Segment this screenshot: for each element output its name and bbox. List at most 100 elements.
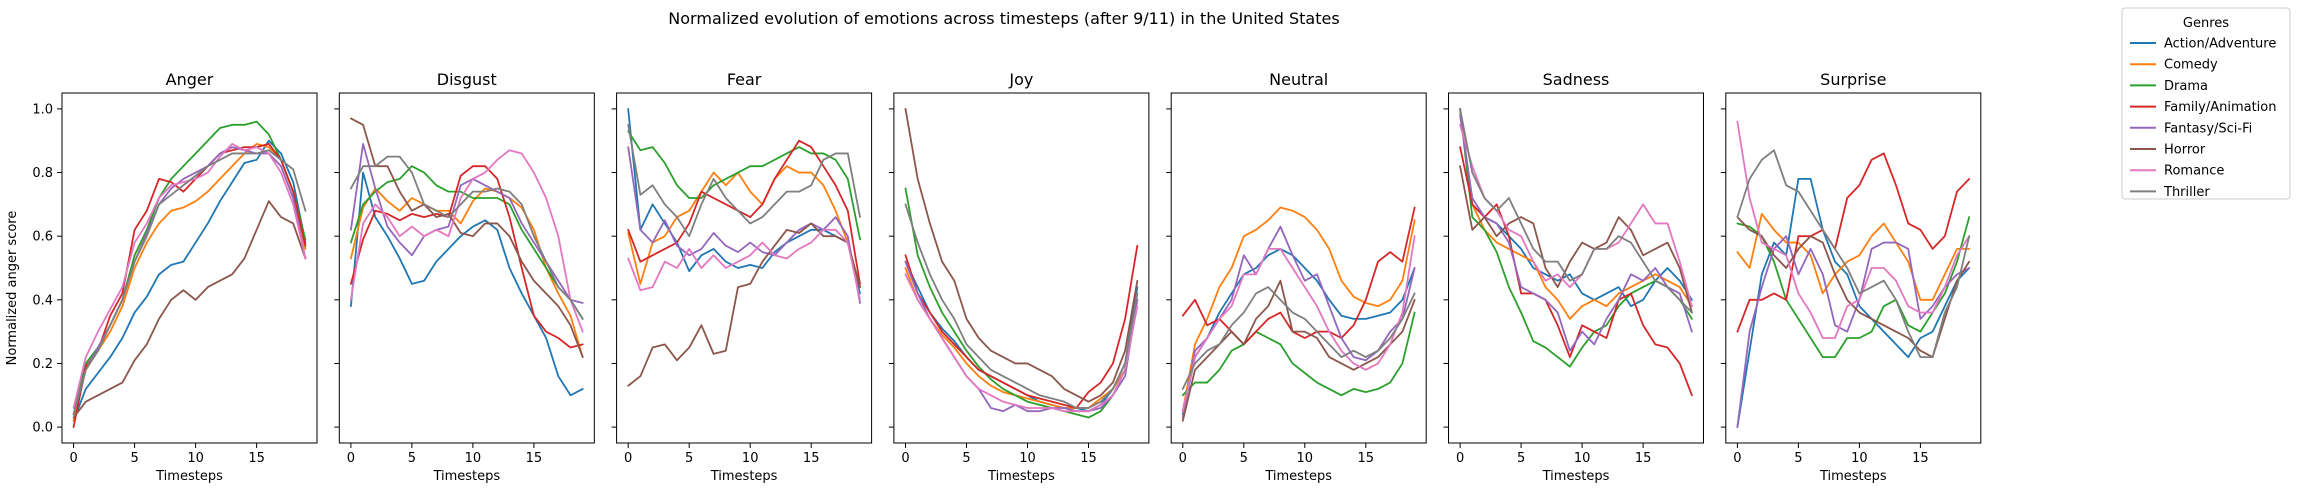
x-tick-label-neutral: 0 xyxy=(1179,451,1187,466)
panel-title-fear: Fear xyxy=(727,70,762,89)
axes-frame-fear xyxy=(616,92,873,444)
series-group xyxy=(627,108,861,387)
chart-panels: 0 5 10 15 0.0 0.2 0.4 0.6 0.8 1.0 Anger Timesteps 0 5… xyxy=(32,70,1982,484)
series-line-joy-drama xyxy=(904,187,1139,419)
x-tick-label-surprise: 5 xyxy=(1794,451,1802,466)
series-line-anger-action-adventure xyxy=(72,139,307,422)
series-line-fear-comedy xyxy=(627,165,861,288)
x-tick-label-neutral: 5 xyxy=(1240,451,1248,466)
series-line-surprise-romance xyxy=(1736,120,1971,339)
series-line-neutral-thriller xyxy=(1181,286,1416,390)
x-tick-label-joy: 15 xyxy=(1080,451,1097,466)
series-line-fear-horror xyxy=(627,222,861,387)
series-line-sadness-fantasy-sci-fi xyxy=(1459,114,1693,352)
series-line-disgust-action-adventure xyxy=(349,171,584,397)
series-line-neutral-horror xyxy=(1181,279,1416,422)
series-line-anger-family-animation xyxy=(72,143,307,428)
x-tick-label-sadness: 0 xyxy=(1456,451,1464,466)
panel-disgust: 0 5 10 15 Disgust Timesteps xyxy=(334,70,595,484)
series-line-fear-action-adventure xyxy=(627,108,861,295)
panel-title-anger: Anger xyxy=(166,70,214,89)
x-tick-label-disgust: 15 xyxy=(526,451,543,466)
x-tick-label-anger: 15 xyxy=(248,451,265,466)
panel-title-neutral: Neutral xyxy=(1269,70,1328,89)
series-line-disgust-comedy xyxy=(349,187,584,358)
series-line-joy-family-animation xyxy=(904,244,1139,409)
series-group xyxy=(1181,206,1416,422)
series-line-fear-family-animation xyxy=(627,139,861,285)
x-tick-label-fear: 10 xyxy=(742,451,759,466)
series-line-anger-comedy xyxy=(72,143,307,422)
x-tick-label-disgust: 10 xyxy=(465,451,482,466)
legend-label-horror: Horror xyxy=(2164,143,2206,158)
x-tick-label-fear: 15 xyxy=(803,451,820,466)
y-tick-label-anger: 0.6 xyxy=(32,230,53,245)
series-line-neutral-action-adventure xyxy=(1181,248,1416,416)
panel-surprise: 0 5 10 15 Surprise Timesteps xyxy=(1720,70,1982,484)
x-tick-label-neutral: 15 xyxy=(1358,451,1375,466)
x-tick-label-anger: 0 xyxy=(69,451,77,466)
series-group xyxy=(72,120,307,428)
series-line-disgust-horror xyxy=(349,117,584,358)
series-line-disgust-drama xyxy=(349,165,584,320)
axes-frame-joy xyxy=(893,92,1150,444)
panel-title-joy: Joy xyxy=(1008,70,1033,89)
panel-sadness: 0 5 10 15 Sadness Timesteps xyxy=(1443,70,1704,484)
series-line-anger-thriller xyxy=(72,149,307,416)
legend-label-comedy: Comedy xyxy=(2164,58,2218,73)
series-line-surprise-family-animation xyxy=(1736,152,1971,333)
series-line-sadness-comedy xyxy=(1459,108,1693,320)
series-line-neutral-drama xyxy=(1181,311,1416,397)
panel-joy: 0 5 10 15 Joy Timesteps xyxy=(888,70,1150,484)
x-axis-label-disgust: Timesteps xyxy=(432,469,500,484)
panel-title-sadness: Sadness xyxy=(1543,70,1610,89)
x-tick-label-anger: 5 xyxy=(130,451,138,466)
series-line-disgust-family-animation xyxy=(349,165,584,349)
series-line-anger-romance xyxy=(72,143,307,409)
legend: Genres Action/Adventure Comedy Drama Family… xyxy=(2121,7,2291,200)
x-tick-label-fear: 0 xyxy=(624,451,632,466)
x-tick-label-joy: 5 xyxy=(962,451,970,466)
x-axis-label-surprise: Timesteps xyxy=(1819,469,1887,484)
series-line-fear-romance xyxy=(627,228,861,301)
axes-frame-neutral xyxy=(1170,92,1427,444)
series-line-surprise-horror xyxy=(1736,216,1971,358)
y-tick-label-anger: 1.0 xyxy=(32,102,53,117)
legend-label-family-animation: Family/Animation xyxy=(2164,100,2277,115)
x-tick-label-sadness: 10 xyxy=(1574,451,1591,466)
panel-fear: 0 5 10 15 Fear Timesteps xyxy=(611,70,873,484)
y-tick-label-anger: 0.8 xyxy=(32,166,53,181)
series-line-fear-drama xyxy=(627,130,861,241)
series-line-disgust-thriller xyxy=(349,155,584,320)
series-group xyxy=(1736,120,1971,428)
series-line-disgust-fantasy-sci-fi xyxy=(349,143,584,304)
x-tick-label-disgust: 5 xyxy=(408,451,416,466)
x-axis-label-joy: Timesteps xyxy=(987,469,1055,484)
panel-title-surprise: Surprise xyxy=(1820,70,1886,89)
legend-label-romance: Romance xyxy=(2164,164,2224,179)
x-tick-label-neutral: 10 xyxy=(1297,451,1314,466)
axes-frame-surprise xyxy=(1725,92,1982,444)
series-line-surprise-comedy xyxy=(1736,213,1971,301)
series-group xyxy=(349,117,584,397)
series-line-surprise-drama xyxy=(1736,216,1971,358)
x-tick-label-joy: 0 xyxy=(901,451,909,466)
x-tick-label-surprise: 10 xyxy=(1851,451,1868,466)
y-tick-label-anger: 0.4 xyxy=(32,293,53,308)
panel-anger: 0 5 10 15 0.0 0.2 0.4 0.6 0.8 1.0 Anger Timesteps xyxy=(32,70,318,484)
series-line-anger-horror xyxy=(72,200,307,419)
series-line-anger-drama xyxy=(72,120,307,416)
panel-neutral: 0 5 10 15 Neutral Timesteps xyxy=(1166,70,1427,484)
x-axis-label-anger: Timesteps xyxy=(155,469,223,484)
x-tick-label-sadness: 15 xyxy=(1635,451,1652,466)
legend-items: Action/Adventure Comedy Drama Family/Animat… xyxy=(2130,37,2277,200)
x-axis-label-fear: Timesteps xyxy=(710,469,778,484)
x-tick-label-surprise: 15 xyxy=(1912,451,1929,466)
legend-label-fantasy-sci-fi: Fantasy/Sci-Fi xyxy=(2164,121,2252,136)
x-tick-label-disgust: 0 xyxy=(347,451,355,466)
series-line-anger-fantasy-sci-fi xyxy=(72,146,307,416)
legend-title: Genres xyxy=(2183,16,2229,31)
legend-frame xyxy=(2121,7,2291,200)
series-line-sadness-drama xyxy=(1459,108,1693,368)
